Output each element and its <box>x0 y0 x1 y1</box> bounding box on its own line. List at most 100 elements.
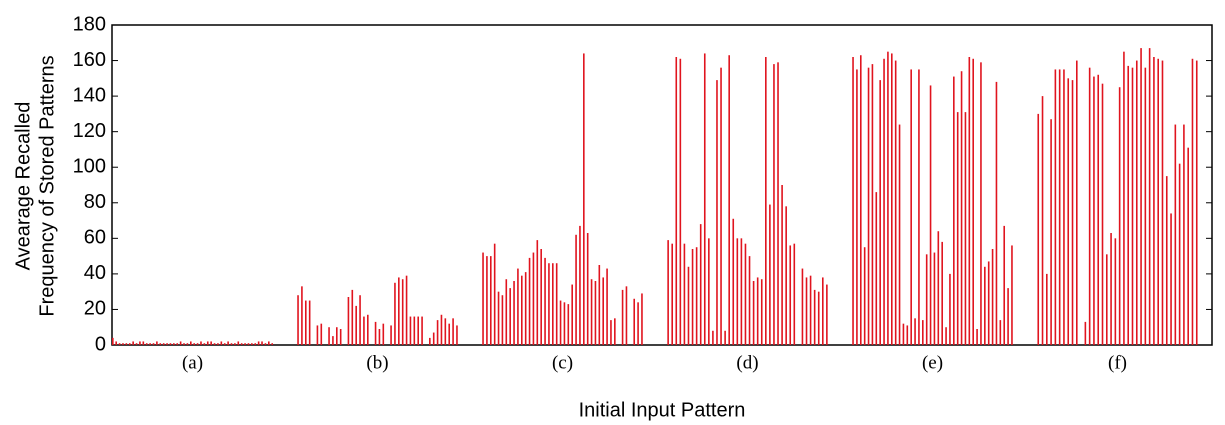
bar <box>452 318 454 345</box>
x-tick-label: (d) <box>736 352 758 373</box>
y-axis-label: Avearage Recalled <box>12 102 34 271</box>
bar <box>196 343 199 345</box>
bar <box>826 284 828 345</box>
bar <box>528 257 531 345</box>
x-axis-label: Initial Input Pattern <box>579 399 746 421</box>
bar <box>152 343 155 345</box>
y-tick-label: 60 <box>84 227 106 249</box>
bar <box>505 279 508 345</box>
bar <box>1101 83 1104 346</box>
bar <box>760 279 763 345</box>
bar <box>186 343 189 345</box>
bar <box>918 69 920 345</box>
bar <box>230 343 233 345</box>
bar <box>1076 60 1078 346</box>
bar <box>540 249 542 345</box>
bar <box>200 341 202 345</box>
bar <box>579 225 581 345</box>
bar <box>933 252 936 345</box>
bar <box>234 343 236 345</box>
bar <box>1148 48 1151 345</box>
bar <box>756 277 759 345</box>
bar <box>732 218 735 345</box>
bar <box>456 325 458 345</box>
bar <box>436 320 439 345</box>
x-tick-label: (f) <box>1108 352 1127 373</box>
bar <box>173 343 175 345</box>
bar <box>1050 119 1052 345</box>
bar <box>1088 67 1091 346</box>
bar <box>571 284 573 345</box>
x-tick-label: (a) <box>182 352 203 373</box>
bar <box>667 240 669 345</box>
bar <box>1097 74 1100 346</box>
bar <box>1127 65 1130 345</box>
bar <box>169 343 172 345</box>
bar <box>125 343 128 345</box>
plot-frame <box>111 24 1213 346</box>
bar <box>1118 87 1121 345</box>
bar <box>614 318 616 345</box>
bar <box>898 124 901 345</box>
bar <box>563 302 566 345</box>
bar <box>728 55 730 345</box>
bar <box>610 320 612 345</box>
bar <box>417 316 419 345</box>
bar <box>867 67 870 346</box>
bar <box>995 81 998 345</box>
bar <box>128 343 131 345</box>
bar <box>633 298 636 345</box>
bar <box>1011 245 1013 345</box>
bar <box>883 58 885 346</box>
bar <box>894 60 897 346</box>
bar <box>115 341 117 345</box>
bar <box>297 295 299 345</box>
bar <box>193 343 195 345</box>
bar <box>720 67 722 346</box>
bar <box>210 341 212 345</box>
bar <box>813 289 816 345</box>
bar <box>1170 213 1172 345</box>
bar <box>879 80 881 345</box>
bar <box>575 234 577 345</box>
bar <box>902 323 905 345</box>
y-tick-label: 120 <box>73 120 106 142</box>
bar <box>559 300 562 345</box>
bar <box>1003 225 1006 345</box>
bar <box>122 343 124 345</box>
bar <box>517 268 519 345</box>
bar <box>1114 238 1117 345</box>
bar <box>891 53 893 345</box>
bar <box>691 249 694 345</box>
bar <box>960 71 963 345</box>
bar <box>223 343 226 345</box>
bar <box>910 69 912 345</box>
bar <box>859 55 862 345</box>
bar <box>227 341 229 345</box>
bar <box>683 243 686 345</box>
bar <box>1195 60 1198 346</box>
bar <box>641 293 643 345</box>
bar <box>1084 321 1087 345</box>
bar <box>166 343 168 345</box>
bar <box>1183 124 1185 345</box>
bar <box>332 336 334 345</box>
bar <box>409 316 412 345</box>
bar <box>497 291 500 345</box>
bar <box>675 57 678 345</box>
bar <box>856 69 858 345</box>
bar <box>247 343 250 345</box>
y-tick-label: 40 <box>84 262 106 284</box>
y-tick-label: 80 <box>84 191 106 213</box>
bar <box>111 337 114 345</box>
y-tick-label: 180 <box>73 13 106 35</box>
bar <box>1054 69 1057 345</box>
bar <box>789 245 792 345</box>
bar <box>999 320 1002 345</box>
bar <box>716 80 718 345</box>
bar <box>980 62 982 345</box>
bar <box>1135 60 1138 346</box>
bar <box>145 343 148 345</box>
bar <box>1063 69 1065 345</box>
